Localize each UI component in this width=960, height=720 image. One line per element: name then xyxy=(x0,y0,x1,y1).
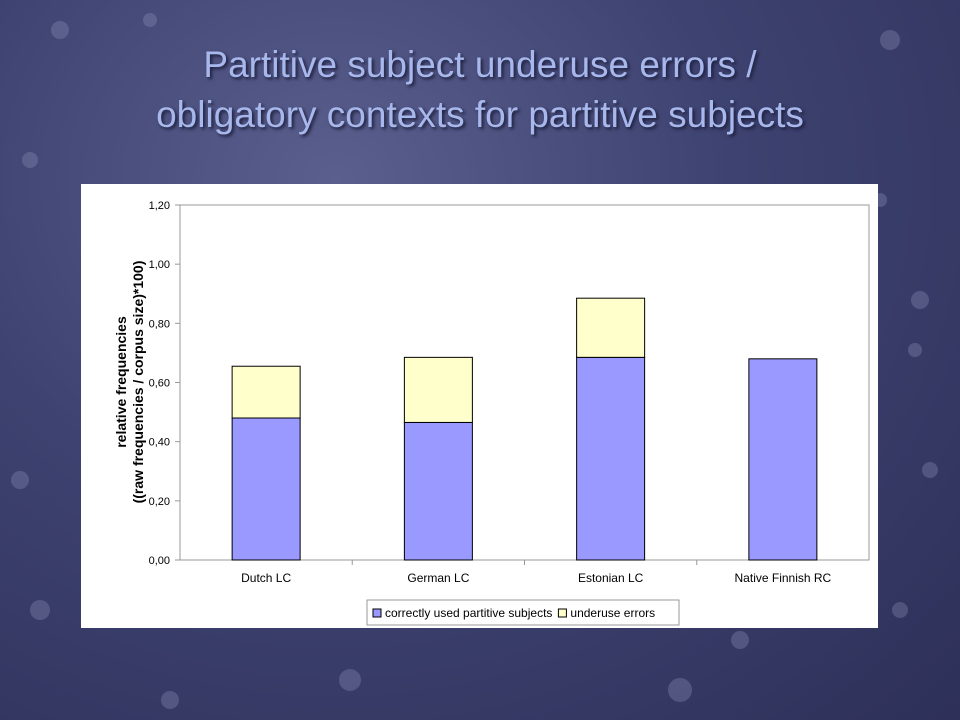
x-tick-label: Native Finnish RC xyxy=(735,571,832,585)
legend xyxy=(366,599,680,626)
y-axis-label-line-1: relative frequencies xyxy=(113,316,129,448)
bar-segment xyxy=(576,297,646,358)
y-tick-label: 0,60 xyxy=(149,378,170,390)
x-tick-label: Dutch LC xyxy=(241,571,291,585)
y-tick-label: 0,00 xyxy=(149,555,170,567)
y-axis-label-line-2: ((raw frequencies / corpus size)*100) xyxy=(130,260,146,504)
slide-title: Partitive subject underuse errors / obli… xyxy=(0,40,960,140)
bar-segment xyxy=(403,356,473,423)
legend-label: underuse errors xyxy=(570,606,655,620)
y-tick-label: 1,00 xyxy=(149,259,170,271)
x-tick-label: German LC xyxy=(407,571,469,585)
bar-segment xyxy=(748,358,818,561)
y-tick-label: 0,80 xyxy=(149,318,170,330)
chart-panel xyxy=(81,184,878,628)
slide-title-line-2: obligatory contexts for partitive subjec… xyxy=(156,94,804,135)
y-axis-label: relative frequencies ((raw frequencies /… xyxy=(113,182,147,582)
slide-title-line-1: Partitive subject underuse errors / xyxy=(203,44,757,85)
bar-segment xyxy=(576,356,646,561)
y-tick-label: 0,20 xyxy=(149,496,170,508)
x-tick-label: Estonian LC xyxy=(578,571,644,585)
legend-swatch xyxy=(557,608,567,618)
legend-label: correctly used partitive subjects xyxy=(385,606,552,620)
y-tick-label: 1,20 xyxy=(149,200,170,212)
bar-segment xyxy=(403,421,473,561)
bar-segment xyxy=(231,417,301,561)
legend-swatch xyxy=(372,608,382,618)
y-tick-label: 0,40 xyxy=(149,437,170,449)
bar-segment xyxy=(231,365,301,419)
